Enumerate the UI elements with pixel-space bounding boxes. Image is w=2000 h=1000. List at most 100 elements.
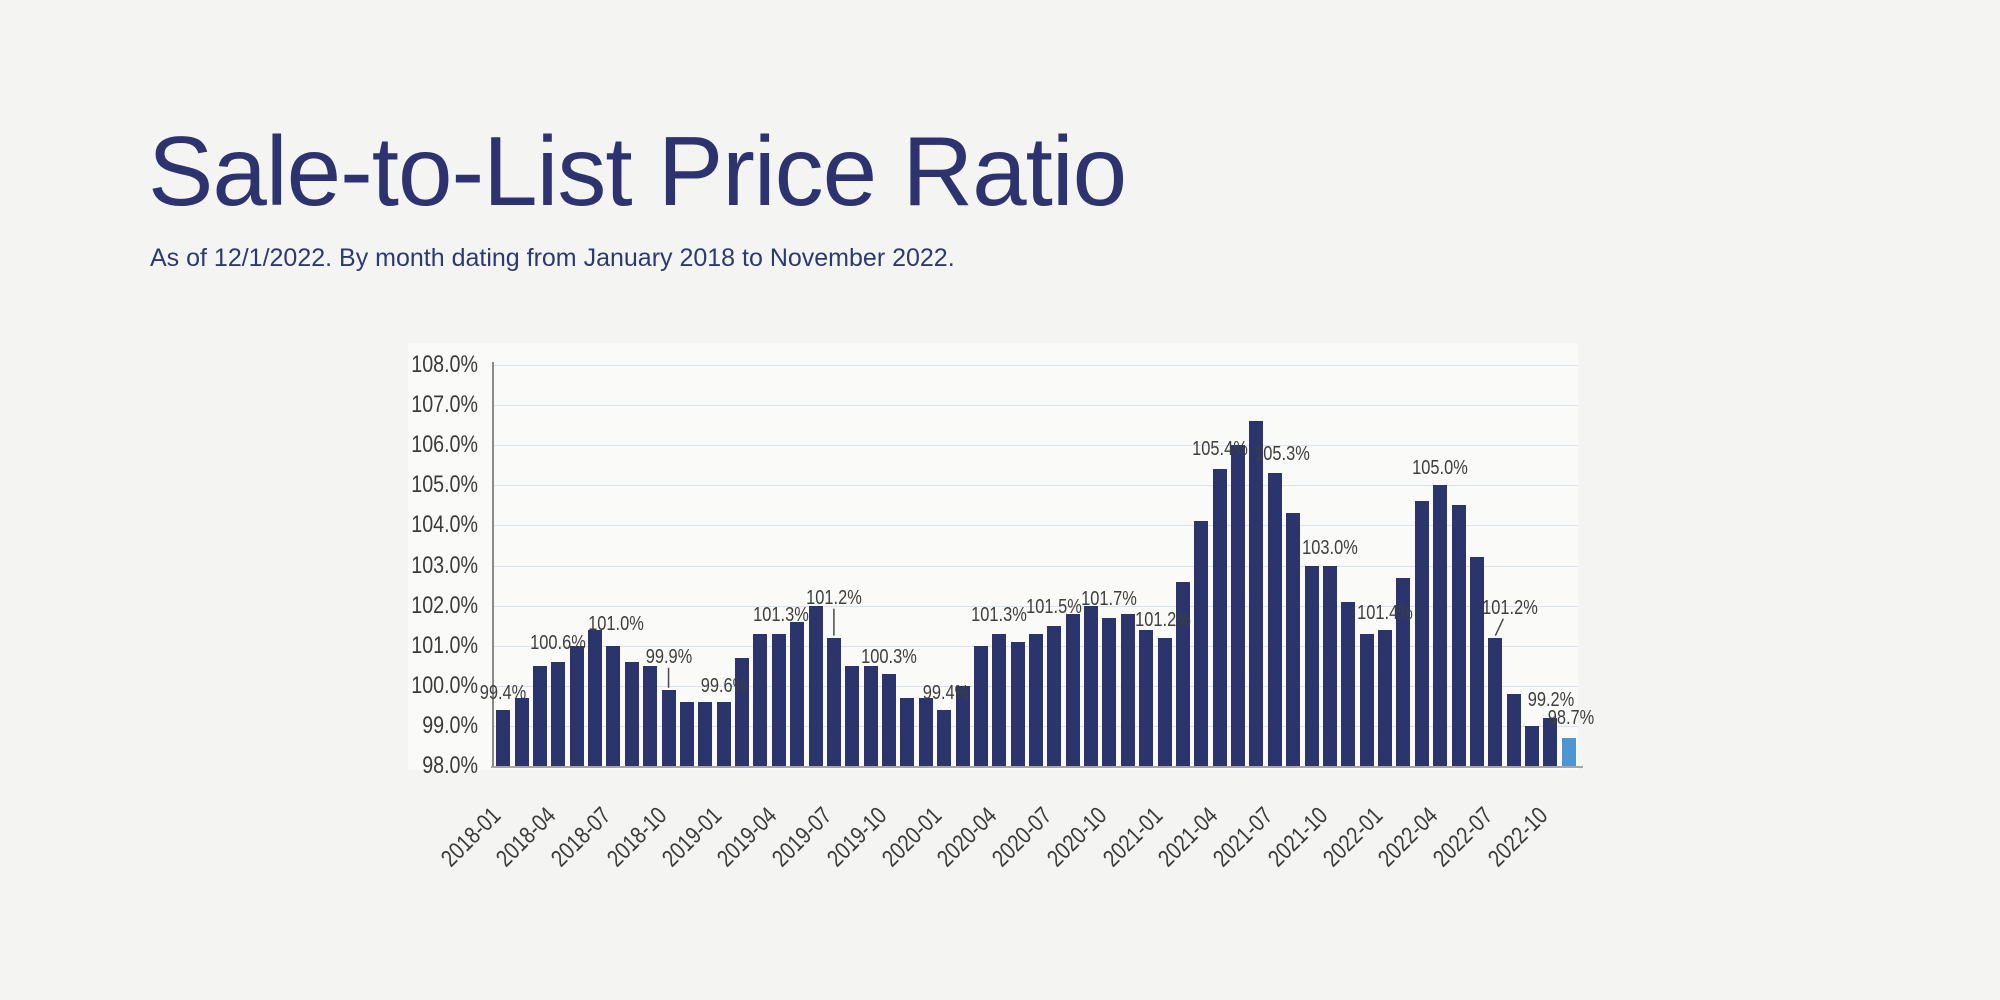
bar-2021-05[interactable] <box>1231 445 1246 766</box>
y-tick-label: 105.0% <box>411 471 478 499</box>
bar-2019-07[interactable] <box>826 637 841 766</box>
bar-2022-04[interactable] <box>1433 485 1448 766</box>
bar-2021-06[interactable] <box>1249 421 1264 766</box>
bar-2021-12[interactable] <box>1359 633 1374 766</box>
y-tick-label: 101.0% <box>411 631 478 659</box>
y-tick-label: 106.0% <box>411 431 478 459</box>
y-tick-label: 107.0% <box>411 391 478 419</box>
bar-value-label-2021-10: 103.0% <box>1302 536 1358 559</box>
bar-2020-04[interactable] <box>992 633 1007 766</box>
bar-2018-08[interactable] <box>624 661 639 766</box>
bar-value-label-2022-11: 98.7% <box>1547 706 1595 729</box>
bar-2021-10[interactable] <box>1322 565 1337 766</box>
bar-2019-11[interactable] <box>900 697 915 766</box>
bar-value-label-2022-10: 99.2% <box>1528 688 1575 711</box>
bar-2020-09[interactable] <box>1084 605 1099 766</box>
bar-2018-06[interactable] <box>588 629 603 766</box>
y-tick-label: 104.0% <box>411 511 478 539</box>
page-title: Sale-to-List Price Ratio <box>148 116 1127 226</box>
bar-2018-10[interactable] <box>661 689 676 766</box>
bar-2018-11[interactable] <box>679 701 694 766</box>
bar-value-label-2020-10: 101.7% <box>1081 587 1138 610</box>
bar-2018-02[interactable] <box>514 697 529 766</box>
bar-value-label-2022-07: 101.2% <box>1482 596 1539 619</box>
bar-2020-12[interactable] <box>1139 629 1154 766</box>
bar-2021-09[interactable] <box>1304 565 1319 766</box>
bar-value-label-2018-10: 99.9% <box>645 645 692 668</box>
bar-2022-09[interactable] <box>1525 725 1540 766</box>
bar-2022-06[interactable] <box>1469 557 1484 766</box>
bar-2020-01[interactable] <box>937 709 952 766</box>
bar-2021-03[interactable] <box>1194 521 1209 766</box>
bar-2019-10[interactable] <box>882 673 897 766</box>
bar-value-label-2020-01: 99.4% <box>922 681 970 704</box>
page-subtitle: As of 12/1/2022. By month dating from Ja… <box>150 244 955 272</box>
bar-2022-02[interactable] <box>1396 577 1411 766</box>
bar-2018-07[interactable] <box>606 645 621 766</box>
bar-2019-09[interactable] <box>863 665 878 766</box>
bar-2022-11[interactable] <box>1561 737 1576 766</box>
bar-value-label-2021-01: 101.2% <box>1134 608 1191 631</box>
y-tick-label: 108.0% <box>411 351 478 378</box>
gridline <box>494 605 1578 607</box>
bar-value-label-2020-07: 101.5% <box>1026 595 1083 618</box>
bar-2019-03[interactable] <box>753 633 768 766</box>
bar-2019-01[interactable] <box>716 701 731 766</box>
y-tick-label: 103.0% <box>411 551 478 579</box>
bar-2021-07[interactable] <box>1267 473 1282 766</box>
x-axis-line <box>491 766 1583 768</box>
bar-value-label-2018-01: 99.4% <box>479 681 527 704</box>
y-tick-label: 98.0% <box>422 752 478 779</box>
gridline <box>494 485 1578 487</box>
bar-2021-08[interactable] <box>1286 513 1301 766</box>
bar-2019-04[interactable] <box>771 633 786 766</box>
bar-value-label-2018-04: 100.6% <box>530 631 587 654</box>
bar-value-label-2019-01: 99.6% <box>700 674 747 697</box>
bar-value-label-2018-07: 101.0% <box>588 612 645 635</box>
bar-2021-11[interactable] <box>1341 601 1356 766</box>
bar-2018-01[interactable] <box>496 709 511 766</box>
bar-2019-12[interactable] <box>918 697 933 766</box>
bar-2021-01[interactable] <box>1157 637 1172 766</box>
gridline <box>494 525 1578 527</box>
bar-2020-02[interactable] <box>955 685 970 766</box>
bar-2019-08[interactable] <box>845 665 860 766</box>
bar-2020-10[interactable] <box>1102 617 1117 766</box>
bar-value-label-2021-04: 105.4% <box>1191 438 1248 461</box>
y-axis-line <box>492 362 494 768</box>
bar-2018-05[interactable] <box>569 645 584 766</box>
bar-value-label-2019-10: 100.3% <box>861 645 917 668</box>
bar-value-label-2019-07: 101.2% <box>806 586 862 609</box>
bar-2021-04[interactable] <box>1212 469 1227 766</box>
bar-2021-02[interactable] <box>1175 581 1190 766</box>
bar-2019-02[interactable] <box>735 657 750 766</box>
gridline <box>494 405 1578 407</box>
bar-2019-06[interactable] <box>808 605 823 766</box>
bar-2020-11[interactable] <box>1120 613 1135 766</box>
bar-2019-05[interactable] <box>790 621 805 766</box>
gridline <box>494 365 1578 366</box>
bar-2018-03[interactable] <box>532 665 547 766</box>
bar-2022-05[interactable] <box>1451 505 1466 766</box>
y-tick-label: 100.0% <box>411 671 478 699</box>
bar-2018-12[interactable] <box>698 701 713 766</box>
bar-2020-08[interactable] <box>1065 613 1080 766</box>
bar-2018-04[interactable] <box>551 661 566 766</box>
bar-2020-06[interactable] <box>1029 633 1043 766</box>
bar-value-label-2019-04: 101.3% <box>752 603 809 626</box>
bar-2022-08[interactable] <box>1506 693 1521 766</box>
bar-2018-09[interactable] <box>643 665 658 766</box>
gridline <box>494 565 1578 567</box>
bar-2022-07[interactable] <box>1488 637 1503 766</box>
bar-2020-03[interactable] <box>973 645 988 766</box>
y-tick-label: 102.0% <box>411 591 478 619</box>
bar-2020-05[interactable] <box>1010 641 1025 766</box>
bar-value-label-2020-04: 101.3% <box>971 603 1028 626</box>
bar-2020-07[interactable] <box>1047 625 1062 766</box>
bar-2022-10[interactable] <box>1543 717 1558 766</box>
bar-2022-01[interactable] <box>1378 629 1393 766</box>
bar-value-label-2021-07: 105.3% <box>1254 443 1310 466</box>
bar-2022-03[interactable] <box>1414 501 1429 766</box>
